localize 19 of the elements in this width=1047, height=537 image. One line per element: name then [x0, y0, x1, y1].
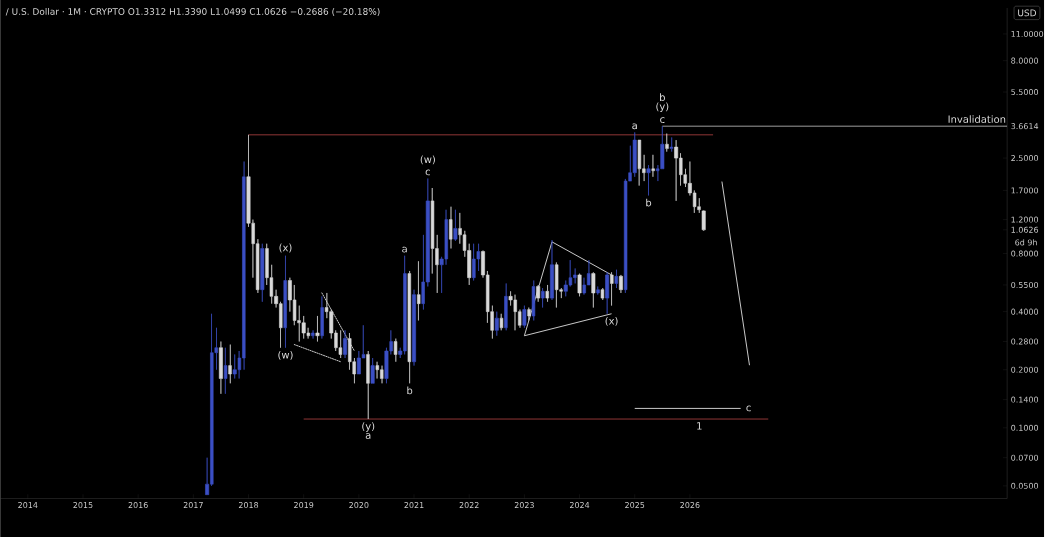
annotation: (x) — [605, 316, 618, 326]
annotation: b — [660, 93, 665, 101]
text: USD — [1018, 9, 1037, 17]
annotation: 1 — [697, 422, 702, 430]
chart-title: / U.S. Dollar · 1M · CRYPTO O1.3312 H1.3390 L1.0499 C1.0626 −0.2686 (−20.18%) — [5, 7, 380, 16]
annotation: c — [746, 405, 751, 412]
annotation: (w) — [420, 155, 435, 165]
annotation: c — [425, 169, 430, 176]
annotation: a — [365, 433, 371, 439]
annotation: c — [660, 117, 665, 123]
annotation: (w) — [278, 350, 293, 360]
annotation: b — [646, 198, 652, 207]
annotation: (x) — [279, 243, 292, 253]
annotation: Invalidation — [948, 115, 1006, 123]
annotation: b — [407, 386, 413, 395]
annotation: (y) — [656, 102, 669, 112]
annotation: a — [402, 246, 407, 253]
annotation: (y) — [362, 422, 375, 432]
annotation: a — [632, 123, 637, 129]
